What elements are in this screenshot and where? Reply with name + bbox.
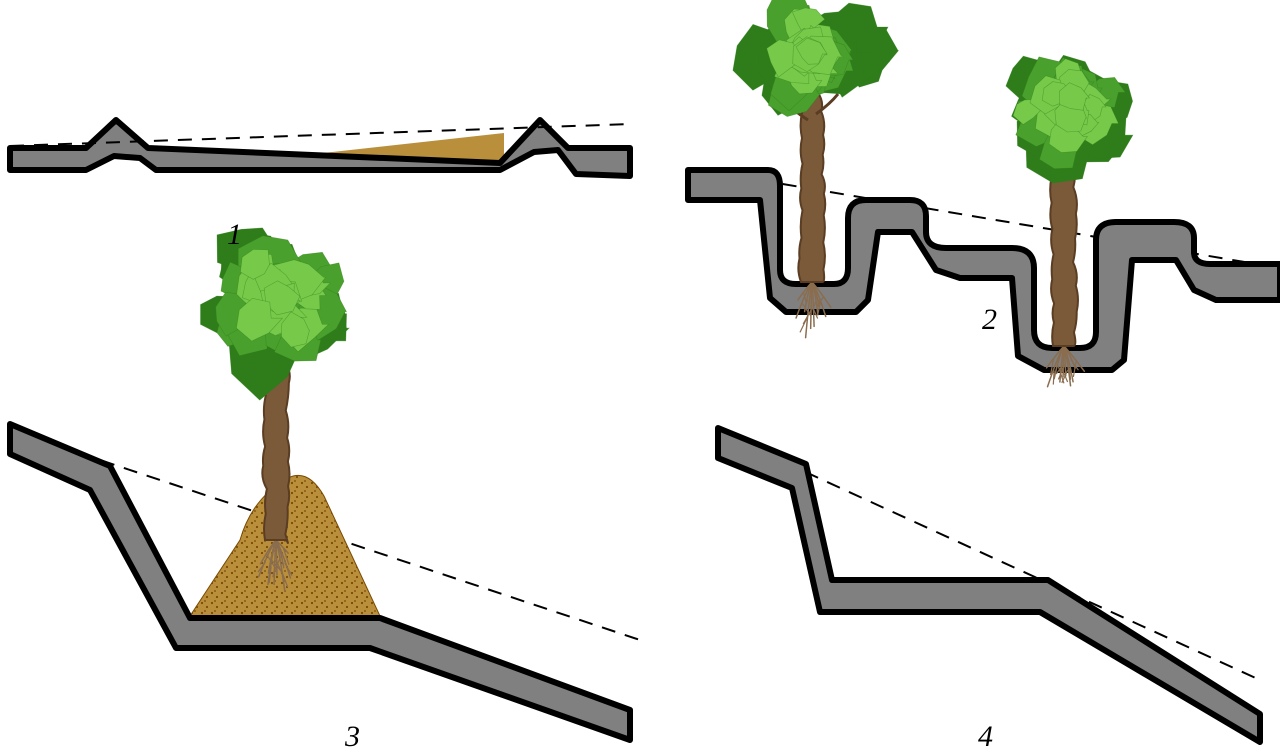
- panel-2-label: 2: [982, 303, 997, 337]
- panel-4-label: 4: [978, 720, 993, 754]
- diagram-canvas: [0, 0, 1280, 751]
- panel-3-label: 3: [345, 720, 360, 754]
- panel-1-label: 1: [227, 218, 242, 252]
